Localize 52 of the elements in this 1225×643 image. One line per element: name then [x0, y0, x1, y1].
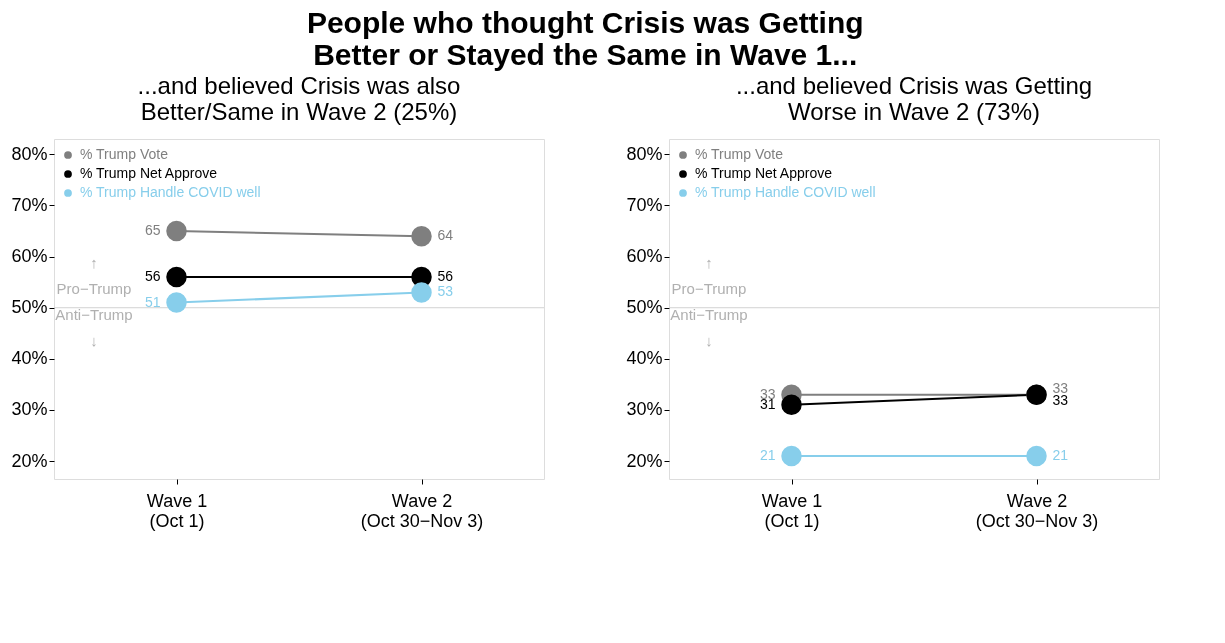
annotation: ↑ [90, 254, 98, 272]
point [166, 292, 187, 313]
legend-label: % Trump Vote [80, 146, 169, 162]
annotation: ↑ [705, 254, 713, 272]
data-label: 56 [144, 268, 161, 285]
legend-label: % Trump Net Approve [80, 165, 218, 181]
y-tick-label: 40% [626, 348, 663, 369]
point [166, 220, 187, 242]
x-tick-label: Wave 2 (Oct 30−Nov 3) [360, 490, 484, 531]
data-label: 21 [1052, 446, 1069, 463]
point [1026, 445, 1047, 467]
annotation: Anti−Trump [55, 306, 133, 324]
y-tick-label: 70% [626, 194, 663, 215]
data-label: 51 [144, 293, 161, 310]
x-tick-label: Wave 1 (Oct 1) [146, 490, 208, 531]
y-tick-label: 40% [11, 348, 48, 369]
y-tick-label: 80% [11, 143, 48, 164]
y-tick-label: 20% [626, 450, 663, 471]
y-tick-label: 50% [11, 297, 48, 318]
y-tick-label: 30% [11, 399, 48, 420]
annotation: ↓ [705, 332, 713, 350]
annotation: Anti−Trump [670, 306, 748, 324]
y-tick-label: 20% [11, 450, 48, 471]
data-label: 64 [437, 227, 454, 244]
legend-label: % Trump Net Approve [695, 165, 833, 181]
data-label: 65 [144, 222, 161, 239]
y-tick-label: 60% [11, 246, 48, 267]
y-tick-label: 30% [626, 399, 663, 420]
chart-subtitle: ...and believed Crisis was also Better/Same in Wave 2 (25%) [137, 72, 461, 125]
point [411, 282, 432, 303]
annotation: Pro−Trump [671, 280, 747, 298]
y-tick-label: 80% [626, 143, 663, 164]
annotation: Pro−Trump [56, 280, 132, 298]
chart-title: People who thought Crisis was Getting Better or Stayed the Same in Wave 1... [306, 5, 864, 71]
annotation: ↓ [90, 332, 98, 350]
data-label: 53 [437, 283, 454, 300]
y-tick-label: 60% [626, 246, 663, 267]
legend-label: % Trump Vote [695, 146, 784, 162]
legend-label: % Trump Handle COVID well [80, 184, 261, 200]
point [781, 445, 802, 467]
point [411, 225, 432, 247]
data-label: 21 [759, 446, 776, 463]
legend-label: % Trump Handle COVID well [695, 184, 876, 200]
data-label: 56 [437, 268, 454, 285]
x-tick-label: Wave 2 (Oct 30−Nov 3) [975, 490, 1099, 531]
data-label: 33 [1052, 379, 1069, 396]
point [781, 394, 802, 416]
chart-subtitle: ...and believed Crisis was Getting Worse in Wave 2 (73%) [735, 72, 1093, 125]
y-tick-label: 70% [11, 194, 48, 215]
point [166, 266, 187, 288]
x-tick-label: Wave 1 (Oct 1) [761, 490, 823, 531]
y-tick-label: 50% [626, 297, 663, 318]
